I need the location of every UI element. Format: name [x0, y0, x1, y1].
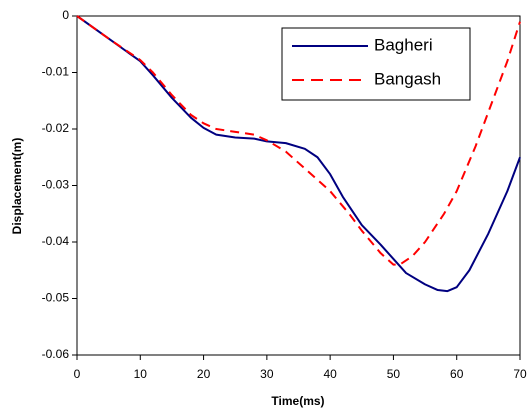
- y-tick-label: -0.01: [42, 65, 70, 79]
- legend-label: Bangash: [374, 69, 441, 88]
- x-tick-label: 30: [260, 367, 274, 381]
- data-line: [76, 15, 521, 293]
- legend-box: [281, 27, 471, 101]
- y-tick-label: -0.04: [42, 234, 70, 248]
- x-tick-label: 0: [74, 367, 81, 381]
- x-tick-label: 60: [450, 367, 464, 381]
- y-tick-label: -0.03: [42, 178, 70, 192]
- y-axis-label: Displacement(m): [10, 138, 24, 235]
- data-line: [76, 15, 521, 266]
- y-tick-label: -0.05: [42, 291, 70, 305]
- legend-label: Bagheri: [374, 35, 433, 54]
- x-tick-label: 50: [387, 367, 401, 381]
- x-tick-label: 20: [197, 367, 211, 381]
- x-tick-label: 10: [134, 367, 148, 381]
- x-tick-label: 40: [323, 367, 337, 381]
- x-axis-label: Time(ms): [271, 394, 324, 408]
- y-tick-label: -0.02: [42, 121, 70, 135]
- y-tick-label: 0: [62, 8, 69, 22]
- y-tick-label: -0.06: [42, 347, 70, 361]
- x-tick-label: 70: [513, 367, 527, 381]
